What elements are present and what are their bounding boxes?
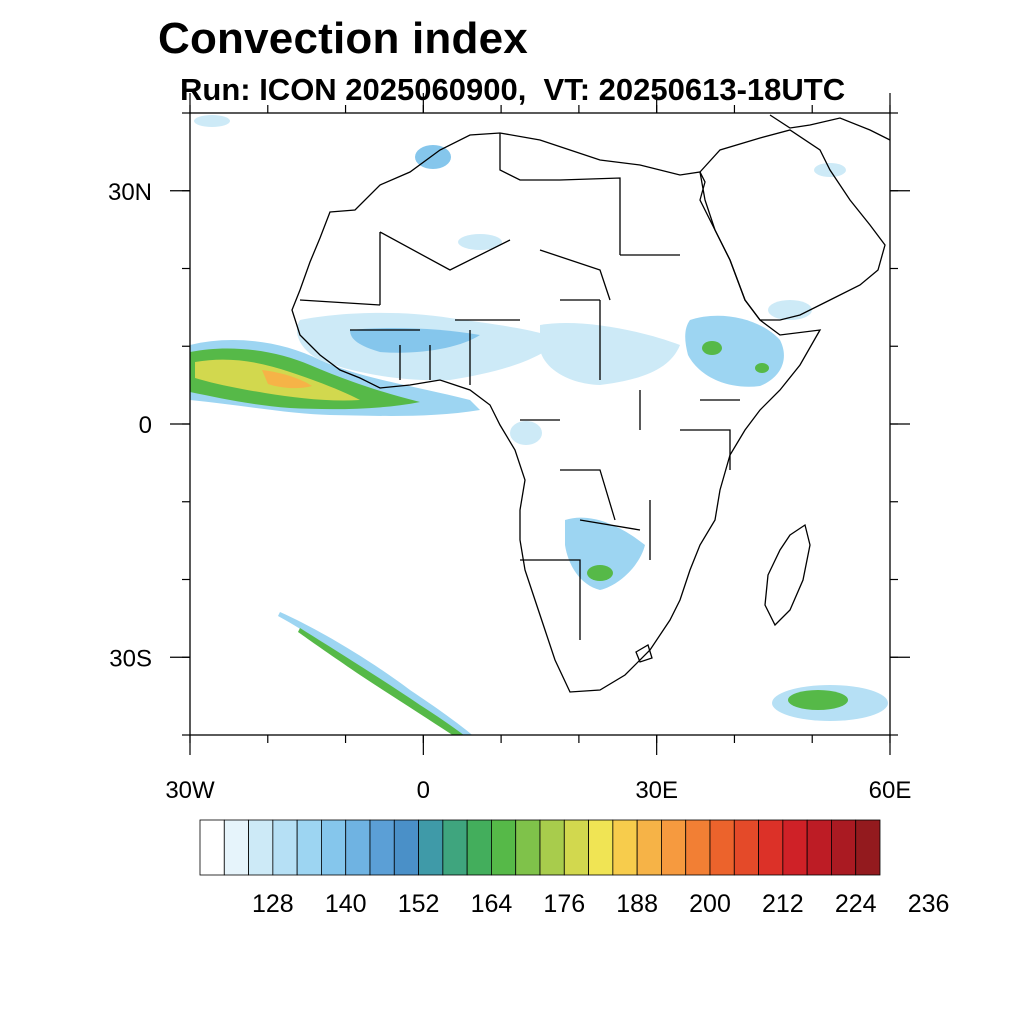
country-borders <box>299 133 740 640</box>
colorbar-label: 140 <box>325 890 367 918</box>
colorbar-swatch <box>491 819 517 876</box>
colorbar-swatch <box>466 819 492 876</box>
colorbar-swatch <box>758 819 784 876</box>
colorbar-swatch <box>345 819 371 876</box>
colorbar-swatch <box>733 819 759 876</box>
coastlines <box>291 114 890 693</box>
colorbar-label: 152 <box>398 890 440 918</box>
plot-subtitle: Run: ICON 2025060900, VT: 20250613-18UTC <box>180 72 846 107</box>
shading-ethiopia-core <box>702 341 722 355</box>
lon-tick-label: 0 <box>417 777 430 804</box>
colorbar <box>199 819 881 876</box>
shading-sahara <box>458 234 502 250</box>
shading-atlantic-core <box>262 370 312 389</box>
lat-tick-label: 0 <box>139 412 152 439</box>
nearby-coast <box>769 114 890 141</box>
colorbar-swatch <box>636 819 662 876</box>
colorbar-swatch <box>393 819 419 876</box>
colorbar-swatch <box>223 819 249 876</box>
shading-south-core <box>587 565 613 581</box>
lon-tick-label: 60E <box>869 777 912 804</box>
colorbar-swatch <box>612 819 638 876</box>
lon-tick-label: 30E <box>635 777 678 804</box>
africa-coastline <box>291 132 822 693</box>
colorbar-label: 164 <box>471 890 513 918</box>
colorbar-swatch <box>248 819 274 876</box>
colorbar-label: 176 <box>543 890 585 918</box>
madagascar-coastline <box>764 523 811 627</box>
colorbar-swatch <box>685 819 711 876</box>
colorbar-swatch <box>782 819 808 876</box>
colorbar-swatch <box>442 819 468 876</box>
shading-maghreb <box>415 145 451 169</box>
tick-marks <box>170 93 910 755</box>
colorbar-swatch <box>199 819 225 876</box>
colorbar-swatch <box>321 819 347 876</box>
lat-tick-label: 30S <box>109 645 152 672</box>
colorbar-label: 236 <box>908 890 950 918</box>
colorbar-swatch <box>418 819 444 876</box>
shading-frontal-outer <box>278 612 473 735</box>
shading-south <box>565 517 645 590</box>
shading-nw <box>194 115 230 127</box>
colorbar-swatch <box>296 819 322 876</box>
colorbar-labels: 128 140 152 164 176 188 200 212 224 236 <box>252 890 949 918</box>
colorbar-swatch <box>661 819 687 876</box>
lon-tick-label: 30W <box>165 777 215 804</box>
colorbar-label: 212 <box>762 890 804 918</box>
colorbar-swatch <box>855 819 881 876</box>
colorbar-swatch <box>539 819 565 876</box>
shading-frontal-inner <box>298 628 464 735</box>
shading-sahel-core <box>350 327 480 353</box>
tick-labels: 30W 0 30E 60E 30N 0 30S <box>108 179 911 804</box>
colorbar-label: 188 <box>616 890 658 918</box>
colorbar-swatch <box>369 819 395 876</box>
plot-title: Convection index <box>158 14 528 63</box>
colorbar-swatch <box>709 819 735 876</box>
shading-central <box>540 322 680 385</box>
shading-ethiopia-core2 <box>755 363 769 373</box>
arabia-coastline <box>699 129 886 321</box>
shading-gabon <box>510 421 542 445</box>
colorbar-swatch <box>563 819 589 876</box>
colorbar-swatch <box>272 819 298 876</box>
colorbar-label: 128 <box>252 890 294 918</box>
colorbar-swatch <box>806 819 832 876</box>
colorbar-swatch <box>588 819 614 876</box>
lesotho-border <box>635 644 653 663</box>
colorbar-label: 224 <box>835 890 877 918</box>
colorbar-swatch <box>515 819 541 876</box>
lat-tick-label: 30N <box>108 179 152 206</box>
colorbar-label: 200 <box>689 890 731 918</box>
shading-indian-inner <box>788 690 848 710</box>
map-panel <box>190 113 890 735</box>
colorbar-swatch <box>831 819 857 876</box>
